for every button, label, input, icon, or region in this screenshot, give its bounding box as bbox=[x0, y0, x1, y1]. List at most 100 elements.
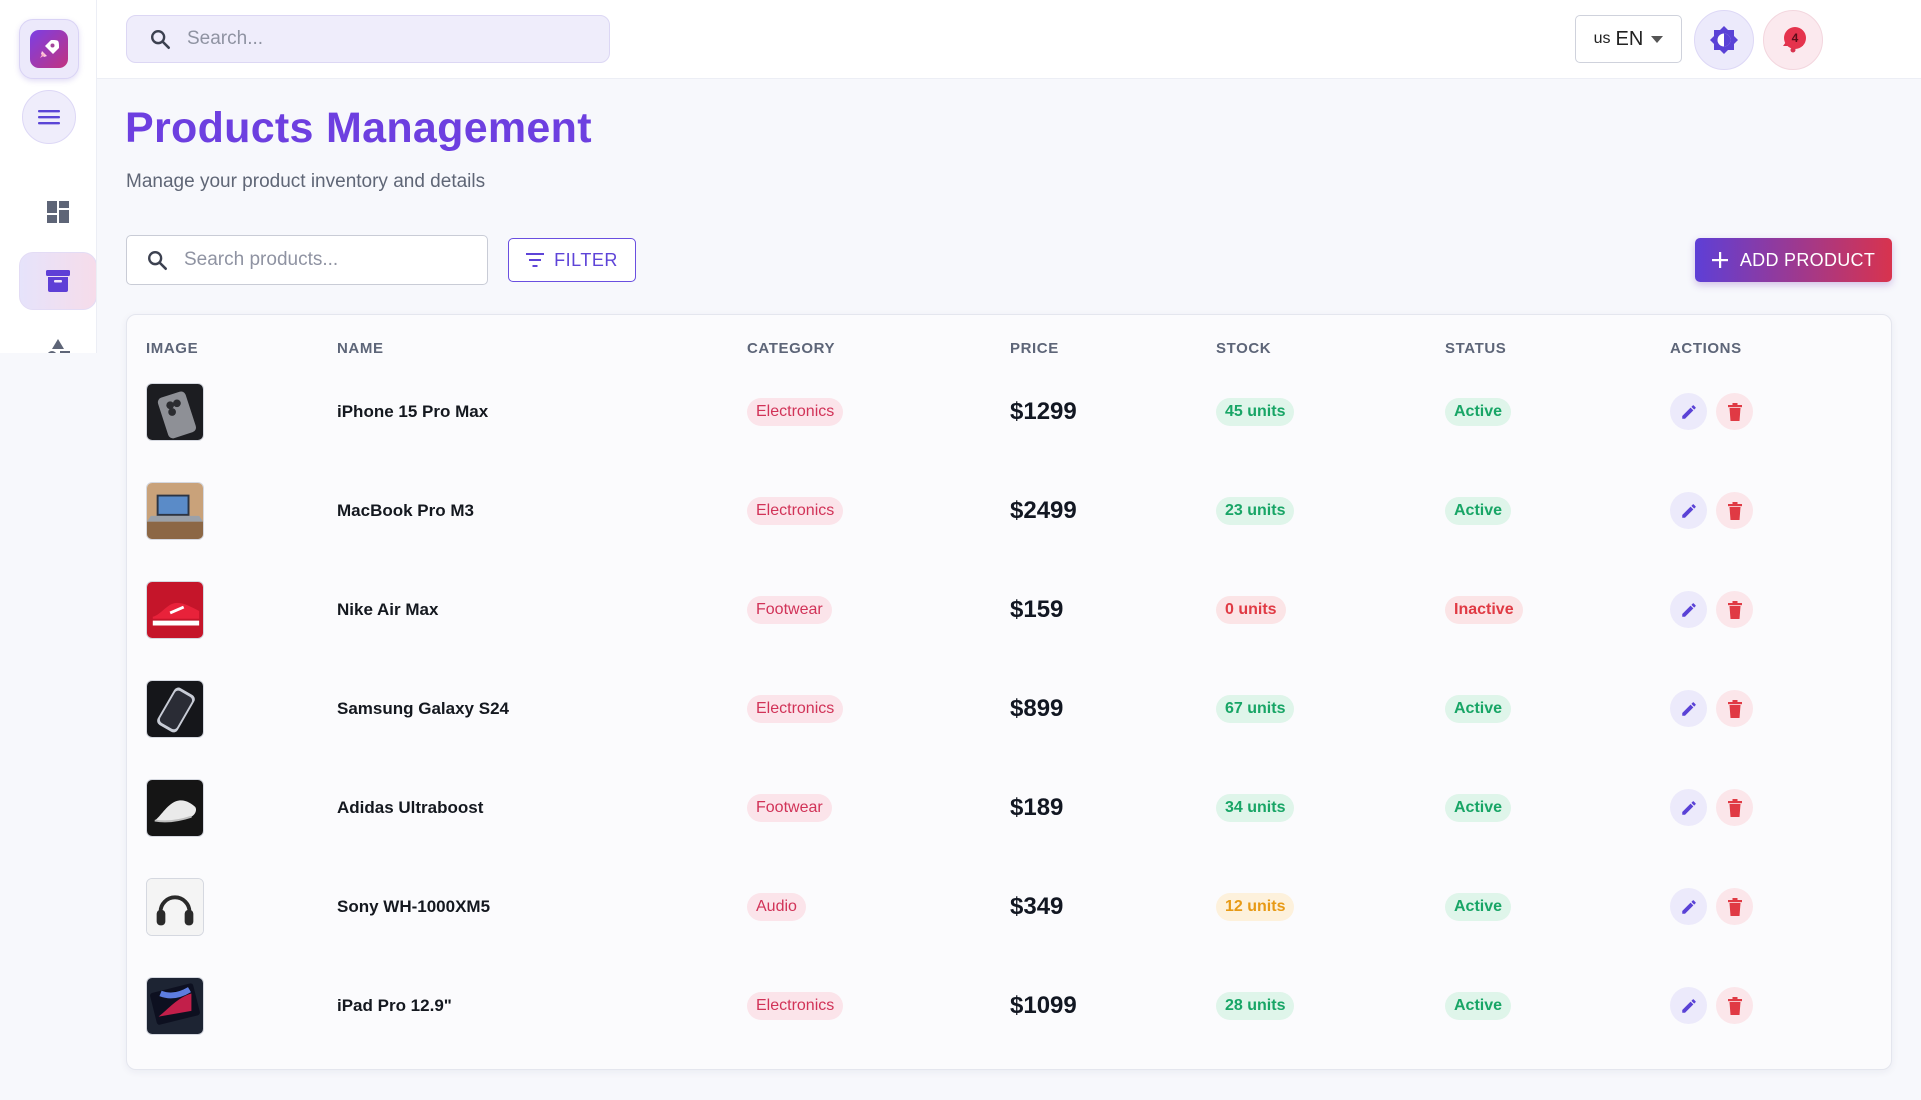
product-price: $899 bbox=[1010, 694, 1064, 722]
table-row[interactable]: Sony WH-1000XM5 Audio $349 12 units Active bbox=[127, 857, 1891, 956]
trash-icon bbox=[1727, 798, 1742, 817]
product-name: iPad Pro 12.9" bbox=[337, 995, 452, 1015]
stock-badge: 34 units bbox=[1216, 793, 1295, 822]
edit-button[interactable] bbox=[1670, 591, 1707, 628]
stock-badge: 12 units bbox=[1216, 892, 1295, 921]
status-badge: Inactive bbox=[1445, 595, 1523, 624]
delete-button[interactable] bbox=[1716, 987, 1753, 1024]
global-search-input[interactable] bbox=[185, 27, 589, 51]
sidebar-item-dashboard[interactable] bbox=[19, 184, 96, 240]
table-row[interactable]: Adidas Ultraboost Footwear $189 34 units Act… bbox=[127, 758, 1891, 857]
edit-button[interactable] bbox=[1670, 789, 1707, 826]
delete-button[interactable] bbox=[1716, 888, 1753, 925]
app-logo[interactable] bbox=[19, 19, 79, 79]
table-row[interactable]: iPhone 15 Pro Max Electronics $1299 45 unit… bbox=[127, 362, 1891, 461]
filter-icon bbox=[526, 253, 545, 267]
add-product-label: ADD PRODUCT bbox=[1739, 249, 1876, 270]
pencil-icon bbox=[1681, 998, 1696, 1013]
status-badge: Active bbox=[1445, 793, 1512, 822]
filter-button[interactable]: FILTER bbox=[508, 238, 636, 282]
table-row[interactable]: Nike Air Max Footwear $159 0 units Inactive bbox=[127, 560, 1891, 659]
product-name: Nike Air Max bbox=[337, 599, 439, 619]
sidebar-item-categories[interactable] bbox=[19, 322, 96, 353]
category-badge: Electronics bbox=[747, 496, 844, 525]
trash-icon bbox=[1727, 996, 1742, 1015]
product-image bbox=[146, 580, 204, 639]
language-select[interactable]: us EN bbox=[1575, 15, 1682, 63]
edit-button[interactable] bbox=[1670, 690, 1707, 727]
global-search[interactable] bbox=[126, 15, 610, 63]
stock-badge: 28 units bbox=[1216, 991, 1295, 1020]
stock-badge: 0 units bbox=[1216, 595, 1286, 624]
notifications-button[interactable]: 4 bbox=[1763, 10, 1823, 70]
dashboard-icon bbox=[46, 201, 69, 223]
edit-button[interactable] bbox=[1670, 492, 1707, 529]
category-icon bbox=[47, 339, 70, 353]
column-header-name: NAME bbox=[337, 340, 384, 357]
status-badge: Active bbox=[1445, 694, 1512, 723]
status-badge: Active bbox=[1445, 892, 1512, 921]
status-badge: Active bbox=[1445, 496, 1512, 525]
table-row[interactable]: MacBook Pro M3 Electronics $2499 23 units Ac… bbox=[127, 461, 1891, 560]
trash-icon bbox=[1727, 600, 1742, 619]
trash-icon bbox=[1727, 699, 1742, 718]
pencil-icon bbox=[1681, 404, 1696, 419]
pencil-icon bbox=[1681, 503, 1696, 518]
stock-badge: 23 units bbox=[1216, 496, 1295, 525]
trash-icon bbox=[1727, 897, 1742, 916]
edit-button[interactable] bbox=[1670, 888, 1707, 925]
product-name: MacBook Pro M3 bbox=[337, 500, 474, 520]
delete-button[interactable] bbox=[1716, 789, 1753, 826]
archive-icon bbox=[46, 270, 70, 292]
plus-icon bbox=[1711, 252, 1728, 268]
delete-button[interactable] bbox=[1716, 690, 1753, 727]
brightness-icon bbox=[1710, 26, 1738, 54]
delete-button[interactable] bbox=[1716, 492, 1753, 529]
product-name: iPhone 15 Pro Max bbox=[337, 401, 489, 421]
product-price: $189 bbox=[1010, 793, 1064, 821]
product-image bbox=[146, 481, 204, 540]
search-icon bbox=[148, 251, 167, 270]
column-header-status: STATUS bbox=[1445, 340, 1507, 357]
delete-button[interactable] bbox=[1716, 393, 1753, 430]
column-header-actions: ACTIONS bbox=[1670, 340, 1742, 357]
product-search-input[interactable] bbox=[182, 248, 476, 272]
category-badge: Electronics bbox=[747, 991, 844, 1020]
page-subtitle: Manage your product inventory and detail… bbox=[126, 171, 486, 192]
table-row[interactable]: Samsung Galaxy S24 Electronics $899 67 unit… bbox=[127, 659, 1891, 758]
product-name: Samsung Galaxy S24 bbox=[337, 698, 509, 718]
product-price: $2499 bbox=[1010, 496, 1077, 524]
products-table: IMAGE NAME CATEGORY PRICE STOCK STATUS A… bbox=[126, 314, 1892, 1070]
category-badge: Audio bbox=[747, 892, 806, 921]
edit-button[interactable] bbox=[1670, 987, 1707, 1024]
sidebar bbox=[0, 0, 97, 353]
delete-button[interactable] bbox=[1716, 591, 1753, 628]
product-name: Adidas Ultraboost bbox=[337, 797, 484, 817]
top-bar: us EN 4 M bbox=[97, 0, 1921, 79]
product-price: $349 bbox=[1010, 892, 1064, 920]
status-badge: Active bbox=[1445, 991, 1512, 1020]
column-header-stock: STOCK bbox=[1216, 340, 1272, 357]
product-image bbox=[146, 679, 204, 738]
sidebar-item-products[interactable] bbox=[19, 252, 96, 310]
pencil-icon bbox=[1681, 800, 1696, 815]
notification-count-badge: 4 bbox=[1784, 27, 1806, 49]
column-header-price: PRICE bbox=[1010, 340, 1059, 357]
trash-icon bbox=[1727, 501, 1742, 520]
table-row[interactable]: iPad Pro 12.9" Electronics $1099 28 units Ac… bbox=[127, 956, 1891, 1055]
theme-toggle-button[interactable] bbox=[1694, 10, 1754, 70]
page-title: Products Management bbox=[125, 104, 592, 152]
pencil-icon bbox=[1681, 899, 1696, 914]
language-value: EN bbox=[1615, 27, 1644, 50]
product-price: $1299 bbox=[1010, 397, 1077, 425]
product-image bbox=[146, 382, 204, 441]
menu-toggle-button[interactable] bbox=[22, 90, 76, 144]
rocket-icon bbox=[30, 30, 68, 68]
stock-badge: 45 units bbox=[1216, 397, 1295, 426]
edit-button[interactable] bbox=[1670, 393, 1707, 430]
product-price: $1099 bbox=[1010, 991, 1077, 1019]
add-product-button[interactable]: ADD PRODUCT bbox=[1695, 238, 1892, 282]
product-search[interactable] bbox=[126, 235, 488, 285]
pencil-icon bbox=[1681, 602, 1696, 617]
product-image bbox=[146, 778, 204, 837]
